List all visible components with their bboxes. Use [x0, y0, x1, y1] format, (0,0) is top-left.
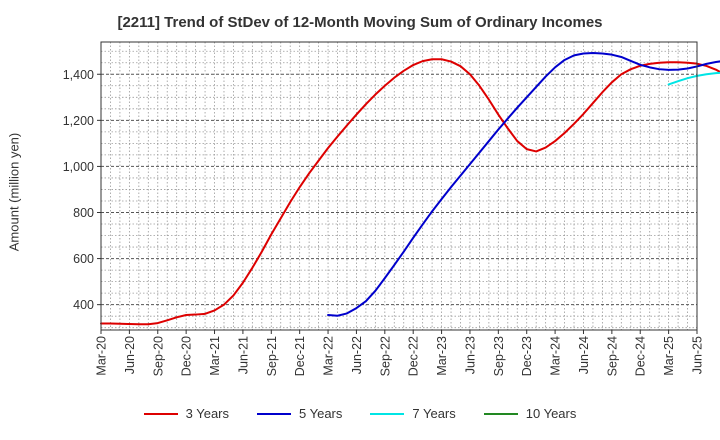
x-tick-label: Jun-25: [691, 336, 705, 374]
x-tick-label: Jun-22: [350, 336, 364, 374]
x-tick-label: Jun-23: [463, 336, 477, 374]
x-tick-label: Mar-21: [208, 336, 222, 376]
x-tick-label: Dec-22: [407, 336, 421, 376]
axes: [100, 41, 698, 331]
x-tick-label: Jun-21: [236, 336, 250, 374]
x-tick-label: Mar-25: [662, 336, 676, 376]
plot-background: [101, 42, 697, 330]
x-tick-label: Mar-24: [549, 336, 563, 376]
x-tick-label: Mar-23: [435, 336, 449, 376]
y-tick-label: 1,200: [63, 114, 94, 128]
legend-item-3-years[interactable]: 3 Years: [143, 406, 229, 421]
legend: 3 Years 5 Years 7 Years 10 Years: [0, 406, 720, 421]
legend-label: 5 Years: [299, 406, 343, 421]
legend-swatch: [257, 412, 291, 415]
series-line-5-years: [327, 52, 720, 317]
x-tick-label: Sep-20: [151, 336, 165, 376]
x-tick-labels: Mar-20 Jun-20 Sep-20 Dec-20 Mar-21 Jun-21 Sep-…: [95, 330, 705, 376]
x-tick-label: Dec-24: [634, 336, 648, 376]
plot-frame: [100, 41, 698, 331]
y-tick-label: 600: [73, 252, 94, 266]
x-tick-label: Sep-24: [605, 336, 619, 376]
legend-item-7-years[interactable]: 7 Years: [370, 406, 456, 421]
legend-item-5-years[interactable]: 5 Years: [257, 406, 342, 421]
legend-swatch: [483, 412, 518, 415]
y-tick-label: 800: [73, 206, 94, 220]
horizontal-gridlines: [101, 50, 697, 329]
x-tick-label: Jun-20: [123, 336, 137, 374]
chart-title: [2211] Trend of StDev of 12-Month Moving…: [117, 14, 603, 31]
plot-area: [101, 42, 697, 330]
legend-label: 7 Years: [412, 406, 456, 421]
x-tick-label: Mar-20: [95, 336, 109, 376]
x-tick-label: Sep-23: [492, 336, 506, 376]
series-line-7-years: [667, 71, 720, 86]
series-lines: [100, 52, 720, 326]
legend-item-10-years[interactable]: 10 Years: [483, 406, 577, 421]
legend-label: 3 Years: [185, 406, 229, 421]
y-tick-label: 400: [73, 298, 94, 312]
x-tick-label: Sep-21: [265, 336, 279, 376]
x-tick-label: Dec-20: [180, 336, 194, 376]
y-tick-label: 1,400: [63, 68, 94, 82]
legend-swatch: [370, 412, 405, 415]
y-tick-labels: 400 600 800 1,000 1,200 1,400: [63, 68, 101, 312]
legend-swatch: [143, 412, 178, 415]
x-tick-label: Jun-24: [577, 336, 591, 374]
x-tick-label: Mar-22: [322, 336, 336, 376]
x-tick-label: Dec-21: [293, 336, 307, 376]
x-tick-label: Sep-22: [378, 336, 392, 376]
x-tick-label: Dec-23: [520, 336, 534, 376]
series-line-3-years: [100, 58, 720, 326]
y-tick-label: 1,000: [63, 160, 94, 174]
legend-label: 10 Years: [525, 406, 577, 421]
